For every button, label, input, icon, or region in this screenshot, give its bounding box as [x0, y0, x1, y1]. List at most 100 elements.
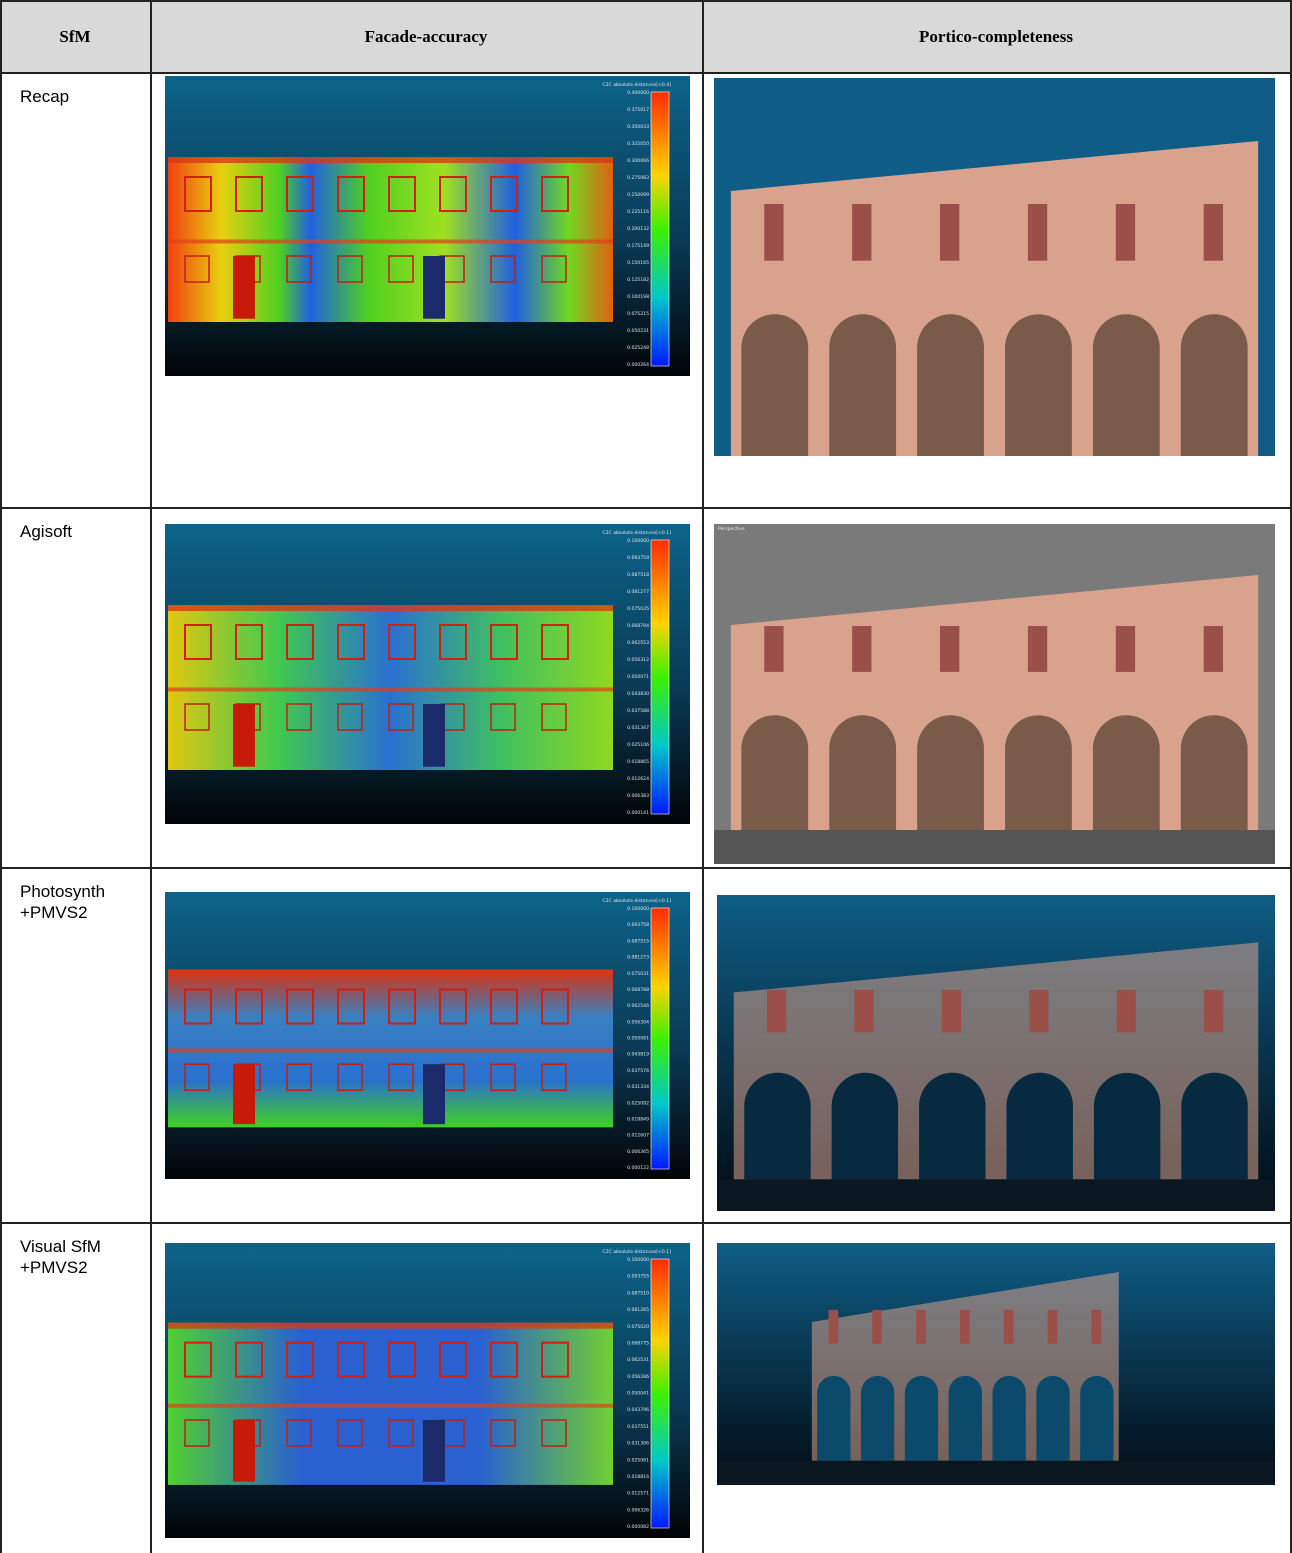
- scale-label: 0.350033: [627, 124, 649, 130]
- arch: [817, 1376, 850, 1461]
- header-cell: SfM: [59, 27, 90, 46]
- cornice: [168, 1323, 613, 1329]
- arch: [905, 1376, 938, 1461]
- shutter: [1117, 990, 1136, 1033]
- door: [423, 1420, 445, 1482]
- string-course: [168, 1048, 613, 1052]
- scale-label: 0.050041: [627, 1391, 649, 1397]
- arch: [1006, 1073, 1072, 1180]
- scale-label: 0.068788: [627, 987, 649, 993]
- scale-label: 0.093758: [627, 922, 649, 928]
- shutter: [960, 1310, 970, 1344]
- scale-label: 0.043830: [627, 691, 649, 697]
- string-course: [168, 688, 613, 692]
- scale-label: 0.100000: [627, 906, 649, 912]
- scale-label: 0.056312: [627, 657, 649, 663]
- shutter: [1048, 1310, 1058, 1344]
- door: [423, 704, 445, 767]
- arch: [1093, 715, 1160, 830]
- shutter: [872, 1310, 882, 1344]
- door: [233, 704, 255, 767]
- scale-label: 0.000141: [627, 810, 649, 816]
- arch: [1181, 314, 1248, 456]
- row-label: Recap: [20, 87, 69, 106]
- arch: [1093, 314, 1160, 456]
- shutter: [1204, 626, 1223, 672]
- scale-label: 0.275083: [627, 175, 649, 181]
- scale-label: 0.043796: [627, 1407, 649, 1413]
- body: SfMFacade-accuracyPortico-completenessRe…: [0, 0, 1292, 1553]
- scale-label: 0.250099: [627, 192, 649, 198]
- scale-label: 0.056286: [627, 1374, 649, 1380]
- scale-label: 0.056304: [627, 1019, 649, 1025]
- shutter: [852, 204, 871, 261]
- shutter: [1028, 204, 1047, 261]
- arch: [1005, 314, 1072, 456]
- shutter: [942, 990, 961, 1033]
- arch: [744, 1073, 810, 1180]
- scale-label: 0.068794: [627, 623, 649, 629]
- scale-label: 0.087510: [627, 1290, 649, 1296]
- scale-label: 0.093755: [627, 1274, 649, 1280]
- row-label: Photosynth: [20, 882, 105, 901]
- scale-label: 0.025106: [627, 742, 649, 748]
- scale-title: C2C absolute distances[<0.1]: [602, 898, 671, 904]
- arch: [917, 314, 984, 456]
- shutter: [767, 990, 786, 1033]
- scale-bar: [651, 1259, 669, 1528]
- arch: [832, 1073, 898, 1180]
- shutter: [1028, 626, 1047, 672]
- shutter: [1004, 1310, 1014, 1344]
- scale-label: 0.375017: [627, 107, 649, 113]
- arch: [917, 715, 984, 830]
- shutter: [764, 626, 783, 672]
- scale-label: 0.075035: [627, 606, 649, 612]
- scale-label: 0.031334: [627, 1084, 649, 1090]
- scale-label: 0.087518: [627, 572, 649, 578]
- door: [233, 1064, 255, 1124]
- facade-image: C2C absolute distances[<0.1]0.1000000.09…: [165, 1243, 690, 1538]
- arch: [829, 715, 896, 830]
- scale-label: 0.175149: [627, 243, 649, 249]
- scale-label: 0.006365: [627, 1149, 649, 1155]
- scale-label: 0.062546: [627, 1003, 649, 1009]
- arch: [861, 1376, 894, 1461]
- scale-label: 0.125182: [627, 277, 649, 283]
- door: [233, 256, 255, 319]
- scale-label: 0.000264: [627, 362, 649, 368]
- scale-label: 0.150165: [627, 260, 649, 266]
- ground: [714, 456, 1275, 498]
- header-row: [1, 1, 1290, 72]
- arch: [741, 314, 808, 456]
- shutter: [829, 1310, 839, 1344]
- scale-label: 0.062553: [627, 640, 649, 646]
- arch: [1005, 715, 1072, 830]
- shutter: [852, 626, 871, 672]
- scale-label: 0.018849: [627, 1116, 649, 1122]
- table: SfMFacade-accuracyPortico-completenessRe…: [0, 0, 1292, 1553]
- door: [233, 1420, 255, 1482]
- arch: [949, 1376, 982, 1461]
- scale-label: 0.012624: [627, 776, 649, 782]
- arch: [1181, 1073, 1247, 1180]
- door: [423, 256, 445, 319]
- scale-bar: [651, 540, 669, 814]
- ground: [714, 830, 1275, 864]
- facade-image: C2C absolute distances[<0.1] 0.100000 0.09…: [165, 892, 690, 1179]
- portico-image: [717, 1243, 1275, 1485]
- portico-image: Perspective: [714, 524, 1275, 864]
- scale-label: 0.018816: [627, 1474, 649, 1480]
- shutter: [940, 626, 959, 672]
- arch: [919, 1073, 985, 1180]
- viewport-label: Perspective: [718, 526, 745, 532]
- ground: [717, 1461, 1275, 1485]
- scale-bar: [651, 92, 669, 366]
- cornice: [168, 969, 613, 975]
- arch: [992, 1376, 1025, 1461]
- scale-label: 0.043819: [627, 1052, 649, 1058]
- scale-label: 0.050061: [627, 1036, 649, 1042]
- shutter: [1204, 990, 1223, 1033]
- scale-title: C2C absolute distances[<0.1]: [602, 530, 671, 536]
- scale-label: 0.012571: [627, 1491, 649, 1497]
- scale-label: 0.037576: [627, 1068, 649, 1074]
